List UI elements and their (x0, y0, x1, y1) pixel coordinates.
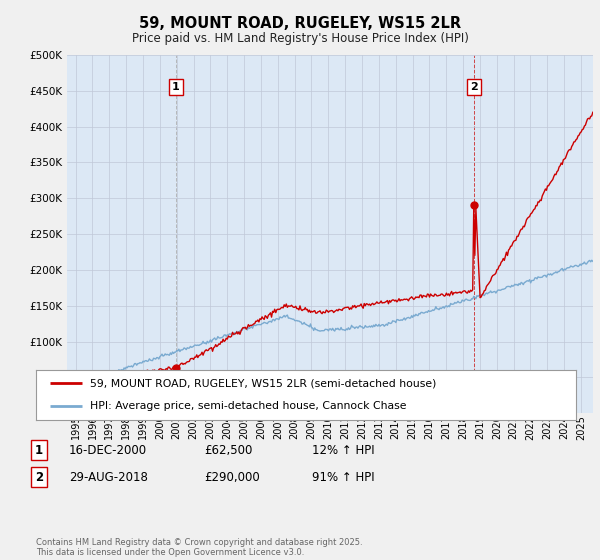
Text: HPI: Average price, semi-detached house, Cannock Chase: HPI: Average price, semi-detached house,… (90, 402, 407, 412)
Text: 29-AUG-2018: 29-AUG-2018 (69, 470, 148, 484)
Text: 91% ↑ HPI: 91% ↑ HPI (312, 470, 374, 484)
Text: 59, MOUNT ROAD, RUGELEY, WS15 2LR: 59, MOUNT ROAD, RUGELEY, WS15 2LR (139, 16, 461, 31)
Text: 1: 1 (172, 82, 180, 92)
Text: Contains HM Land Registry data © Crown copyright and database right 2025.
This d: Contains HM Land Registry data © Crown c… (36, 538, 362, 557)
Text: 1: 1 (35, 444, 43, 457)
Text: 12% ↑ HPI: 12% ↑ HPI (312, 444, 374, 457)
Text: 59, MOUNT ROAD, RUGELEY, WS15 2LR (semi-detached house): 59, MOUNT ROAD, RUGELEY, WS15 2LR (semi-… (90, 378, 436, 388)
Text: Price paid vs. HM Land Registry's House Price Index (HPI): Price paid vs. HM Land Registry's House … (131, 32, 469, 45)
Text: 16-DEC-2000: 16-DEC-2000 (69, 444, 147, 457)
Text: 2: 2 (470, 82, 478, 92)
Text: 2: 2 (35, 470, 43, 484)
Text: £290,000: £290,000 (204, 470, 260, 484)
Text: £62,500: £62,500 (204, 444, 253, 457)
